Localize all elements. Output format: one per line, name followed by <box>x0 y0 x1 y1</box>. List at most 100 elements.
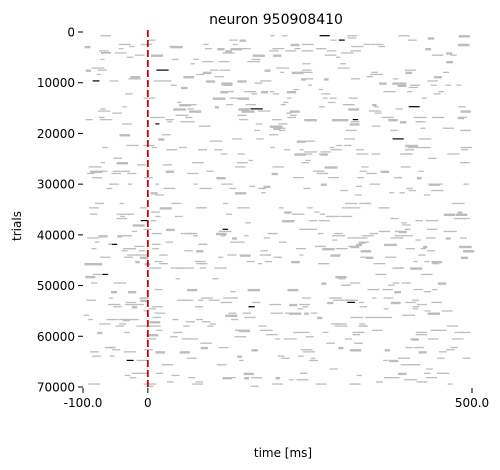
spike-mark <box>347 37 357 39</box>
spike-mark <box>134 54 145 56</box>
spike-mark <box>132 224 145 227</box>
spike-mark <box>238 329 251 333</box>
spike-mark <box>126 359 134 361</box>
spike-mark <box>308 220 318 222</box>
spike-mark <box>272 48 285 50</box>
spike-mark <box>336 144 343 147</box>
spike-mark <box>272 93 280 95</box>
spike-mark <box>349 282 361 284</box>
spike-mark <box>156 329 163 331</box>
spike-mark <box>114 52 127 54</box>
spike-mark <box>375 273 387 276</box>
spike-mark <box>220 153 228 155</box>
spike-mark <box>408 106 420 108</box>
spike-mark <box>196 73 204 76</box>
spike-mark <box>165 170 175 173</box>
spike-mark <box>222 52 235 54</box>
spike-mark <box>214 267 227 269</box>
spike-mark <box>154 288 163 291</box>
spike-mark <box>416 121 422 123</box>
spike-mark <box>223 297 231 299</box>
spike-mark <box>170 45 183 49</box>
spike-mark <box>431 260 442 264</box>
spike-mark <box>184 250 193 252</box>
spike-mark <box>181 338 190 340</box>
spike-mark <box>392 138 404 140</box>
spike-mark <box>454 331 465 334</box>
spike-mark <box>310 357 316 359</box>
spike-mark <box>305 336 314 338</box>
spike-mark <box>426 368 433 370</box>
spike-mark <box>305 78 313 80</box>
spike-mark <box>304 228 318 230</box>
spike-mark <box>280 71 285 73</box>
spike-mark <box>131 372 142 374</box>
spike-mark <box>204 48 212 50</box>
spike-mark <box>134 245 145 248</box>
spike-mark <box>361 166 369 168</box>
spike-mark <box>221 82 233 85</box>
spike-mark <box>198 149 207 151</box>
spike-mark <box>405 248 415 250</box>
spike-mark <box>344 144 352 147</box>
spike-mark <box>113 306 122 308</box>
spike-mark <box>250 385 259 387</box>
spike-mark <box>325 215 333 218</box>
spike-mark <box>88 383 101 385</box>
spike-mark <box>244 316 256 319</box>
y-tick-label: 30000 <box>37 178 75 192</box>
spike-mark <box>212 97 226 100</box>
spike-mark <box>193 58 199 61</box>
spike-mark <box>136 359 149 362</box>
spike-mark <box>278 241 287 243</box>
spike-mark <box>106 318 119 321</box>
spike-mark <box>297 308 304 310</box>
spike-mark <box>359 306 367 308</box>
spike-mark <box>87 172 95 175</box>
spike-mark <box>146 338 157 340</box>
spike-mark <box>218 346 229 349</box>
spike-mark <box>302 63 311 65</box>
spike-mark <box>349 383 357 385</box>
spike-mark <box>302 153 313 155</box>
spike-mark <box>229 39 238 41</box>
spike-mark <box>384 377 397 379</box>
spike-mark <box>272 383 284 385</box>
spike-mark <box>202 71 212 75</box>
spike-mark <box>394 291 401 294</box>
spike-mark <box>175 278 180 280</box>
spike-mark <box>423 194 431 196</box>
spike-mark <box>329 368 338 370</box>
spike-mark <box>234 192 247 195</box>
spike-mark <box>122 248 130 250</box>
spike-mark <box>460 256 468 259</box>
spike-mark <box>338 39 345 41</box>
spike-mark <box>258 187 265 190</box>
spike-mark <box>424 310 431 312</box>
spike-mark <box>295 248 306 250</box>
spike-mark <box>127 254 138 256</box>
spike-mark <box>188 232 198 235</box>
spike-mark <box>374 112 382 114</box>
spike-mark <box>420 127 426 129</box>
spike-mark <box>282 220 294 223</box>
spike-mark <box>149 116 158 119</box>
spike-mark <box>437 54 443 56</box>
spike-mark <box>412 306 420 308</box>
spike-mark <box>449 230 457 233</box>
spike-mark <box>119 323 127 325</box>
spike-mark <box>431 301 443 304</box>
spike-mark <box>360 250 372 253</box>
spike-mark <box>151 54 164 57</box>
spike-mark <box>316 48 323 50</box>
spike-mark <box>269 91 275 93</box>
spike-mark <box>383 91 396 93</box>
spike-mark <box>402 314 416 316</box>
spike-mark <box>335 275 347 279</box>
spike-mark <box>222 377 232 380</box>
spike-mark <box>148 325 161 327</box>
spike-mark <box>249 185 256 187</box>
spike-mark <box>100 58 105 61</box>
spike-mark <box>301 162 310 164</box>
spike-mark <box>172 318 179 321</box>
